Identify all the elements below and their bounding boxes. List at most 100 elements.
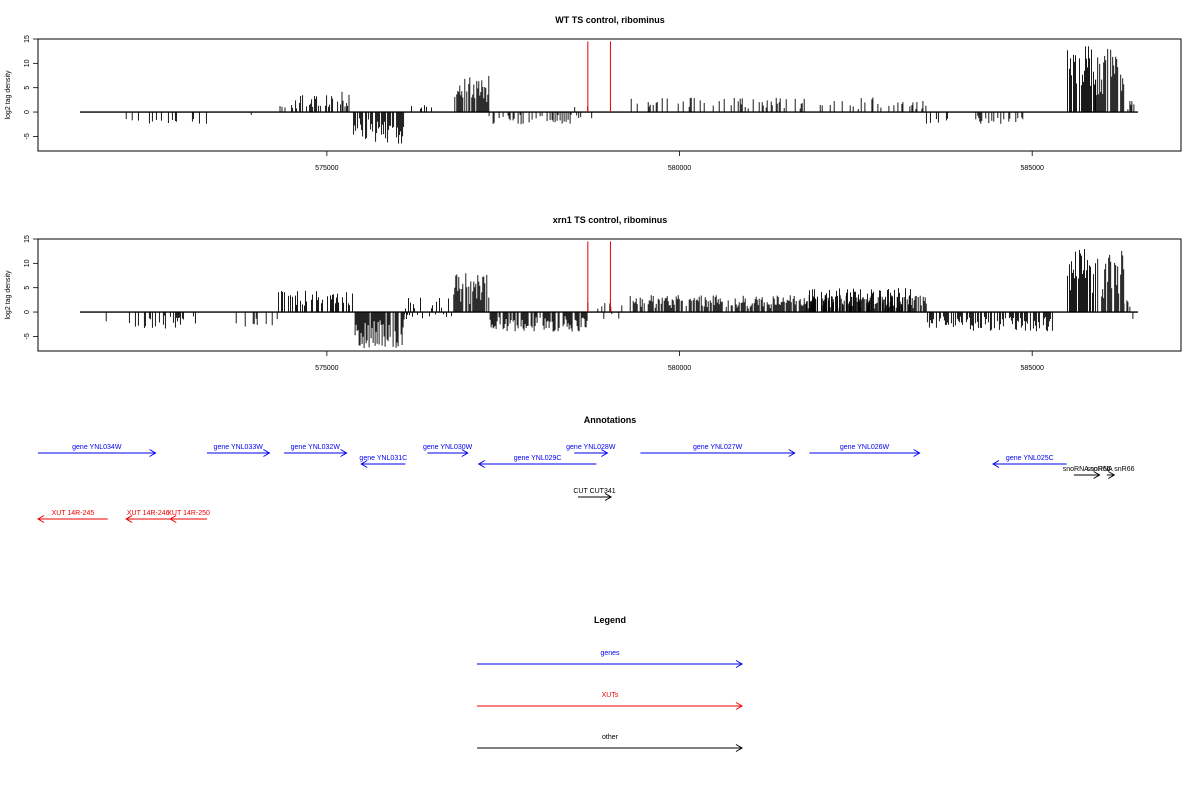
feature-arrowhead [37, 515, 45, 523]
feature-arrowhead [461, 449, 469, 457]
feature-12: CUT CUT341 [573, 488, 616, 501]
signal-region-8 [587, 302, 623, 319]
panel-xrn1-ylabel: log2 tag density [5, 270, 12, 320]
panel-xrn1-bars [105, 249, 1134, 349]
y-tick-label: 0 [24, 110, 31, 114]
feature-label: gene YNL027W [693, 444, 743, 451]
feature-arrowhead [601, 449, 609, 457]
feature-label: gene YNL028W [566, 444, 616, 451]
x-tick-label: 580000 [668, 365, 691, 372]
legend-arrowhead [735, 702, 743, 710]
panel-wt-bars [125, 46, 1135, 144]
x-tick-label: 585000 [1021, 165, 1044, 172]
feature-0: gene YNL034W [38, 444, 157, 457]
y-tick-label: 10 [24, 59, 31, 67]
feature-label: XUT 14R-246 [127, 510, 170, 517]
legend-entry-2: other [477, 734, 743, 752]
signal-region-3 [279, 106, 286, 113]
signal-region-7 [489, 312, 588, 332]
legend-entry-1: XUTs [477, 692, 743, 710]
y-tick-label: 5 [24, 286, 31, 290]
signal-region-10 [806, 288, 911, 313]
signal-region-7 [411, 105, 432, 113]
feature-arrowhead [477, 460, 486, 468]
y-tick-label: 15 [24, 235, 31, 243]
legend-label: XUTs [602, 692, 619, 699]
legend-entries: genes XUTs other [477, 650, 743, 752]
feature-label: gene YNL029C [514, 455, 562, 462]
signal-region-16 [1095, 49, 1125, 113]
feature-arrowhead [992, 460, 1000, 468]
x-tick-label: 580000 [668, 165, 691, 172]
feature-arrowhead [1108, 471, 1116, 479]
signal-region-12 [1067, 249, 1096, 313]
signal-region-15 [1067, 46, 1096, 113]
panel-wt-ylabel: log2 tag density [5, 70, 12, 120]
signal-region-11 [926, 312, 1053, 332]
feature-label: gene YNL025C [1006, 455, 1054, 462]
signal-region-6 [353, 112, 405, 144]
feature-arrowhead [360, 460, 368, 468]
y-tick-label: 15 [24, 35, 31, 43]
feature-8: gene YNL026W [809, 444, 921, 457]
feature-label: snoRNA snR66 [1063, 466, 1111, 473]
signal-region-5 [404, 297, 452, 319]
panel-wt-title: WT TS control, ribominus [555, 15, 665, 25]
panel-xrn1-axes: -5 0 5 10 15 575000 580000 585000 [24, 235, 1138, 372]
panel-wt-frame [37, 38, 1182, 152]
feature-arrowhead [340, 449, 348, 457]
legend-label: other [602, 734, 619, 741]
y-tick-label: 0 [24, 310, 31, 314]
legend-arrowhead [735, 660, 743, 668]
feature-label: gene YNL033W [214, 444, 264, 451]
legend-entry-0: genes [477, 650, 743, 668]
y-tick-label: 10 [24, 259, 31, 267]
annotations-title: Annotations [584, 415, 637, 425]
legend-title: Legend [594, 615, 626, 625]
y-tick-label: -5 [24, 333, 31, 339]
feature-label: snoRNA snR66 [1087, 466, 1135, 473]
feature-arrowhead [169, 515, 177, 523]
signal-region-3 [278, 290, 353, 313]
feature-label: CUT CUT341 [573, 488, 615, 495]
feature-arrowhead [913, 449, 921, 457]
feature-1: gene YNL033W [206, 444, 271, 457]
panel-wt: WT TS control, ribominus log2 tag densit… [5, 15, 1182, 172]
signal-region-9 [488, 112, 572, 125]
feature-arrowhead [604, 493, 613, 501]
signal-region-17 [1127, 101, 1135, 113]
legend-panel: Legend genes XUTs other [477, 615, 743, 752]
signal-region-8 [454, 75, 490, 113]
legend-arrowhead [735, 744, 743, 752]
x-tick-label: 575000 [315, 165, 338, 172]
feature-arrowhead [788, 449, 796, 457]
legend-label: genes [600, 650, 620, 657]
panel-xrn1-title: xrn1 TS control, ribominus [553, 215, 668, 225]
feature-10: snoRNA snR66 [1063, 466, 1111, 479]
feature-3: gene YNL031C [359, 455, 407, 468]
feature-arrowhead [263, 449, 271, 457]
feature-label: XUT 14R-250 [167, 510, 210, 517]
signal-region-4 [291, 95, 349, 113]
signal-region-14 [975, 112, 1024, 124]
feature-15: XUT 14R-250 [167, 510, 210, 523]
signal-region-4 [354, 312, 405, 349]
feature-5: gene YNL029C [477, 455, 597, 468]
signal-region-0 [125, 112, 133, 121]
annotation-tracks: gene YNL034W gene YNL033W gene YNL032W gene… [37, 444, 1135, 523]
feature-9: gene YNL025C [992, 455, 1067, 468]
feature-arrowhead [1093, 471, 1101, 479]
signal-region-12 [864, 97, 927, 113]
x-tick-label: 575000 [315, 365, 338, 372]
feature-label: gene YNL026W [840, 444, 890, 451]
panel-xrn1: xrn1 TS control, ribominus log2 tag dens… [5, 215, 1182, 372]
feature-14: XUT 14R-246 [125, 510, 171, 523]
feature-label: gene YNL034W [72, 444, 122, 451]
annotations-panel: Annotations gene YNL034W gene YNL033W gene… [37, 415, 1135, 523]
feature-2: gene YNL032W [284, 444, 348, 457]
signal-region-2 [235, 312, 278, 327]
signal-region-13 [925, 112, 948, 124]
signal-region-5 [341, 91, 350, 113]
x-tick-label: 585000 [1021, 365, 1044, 372]
